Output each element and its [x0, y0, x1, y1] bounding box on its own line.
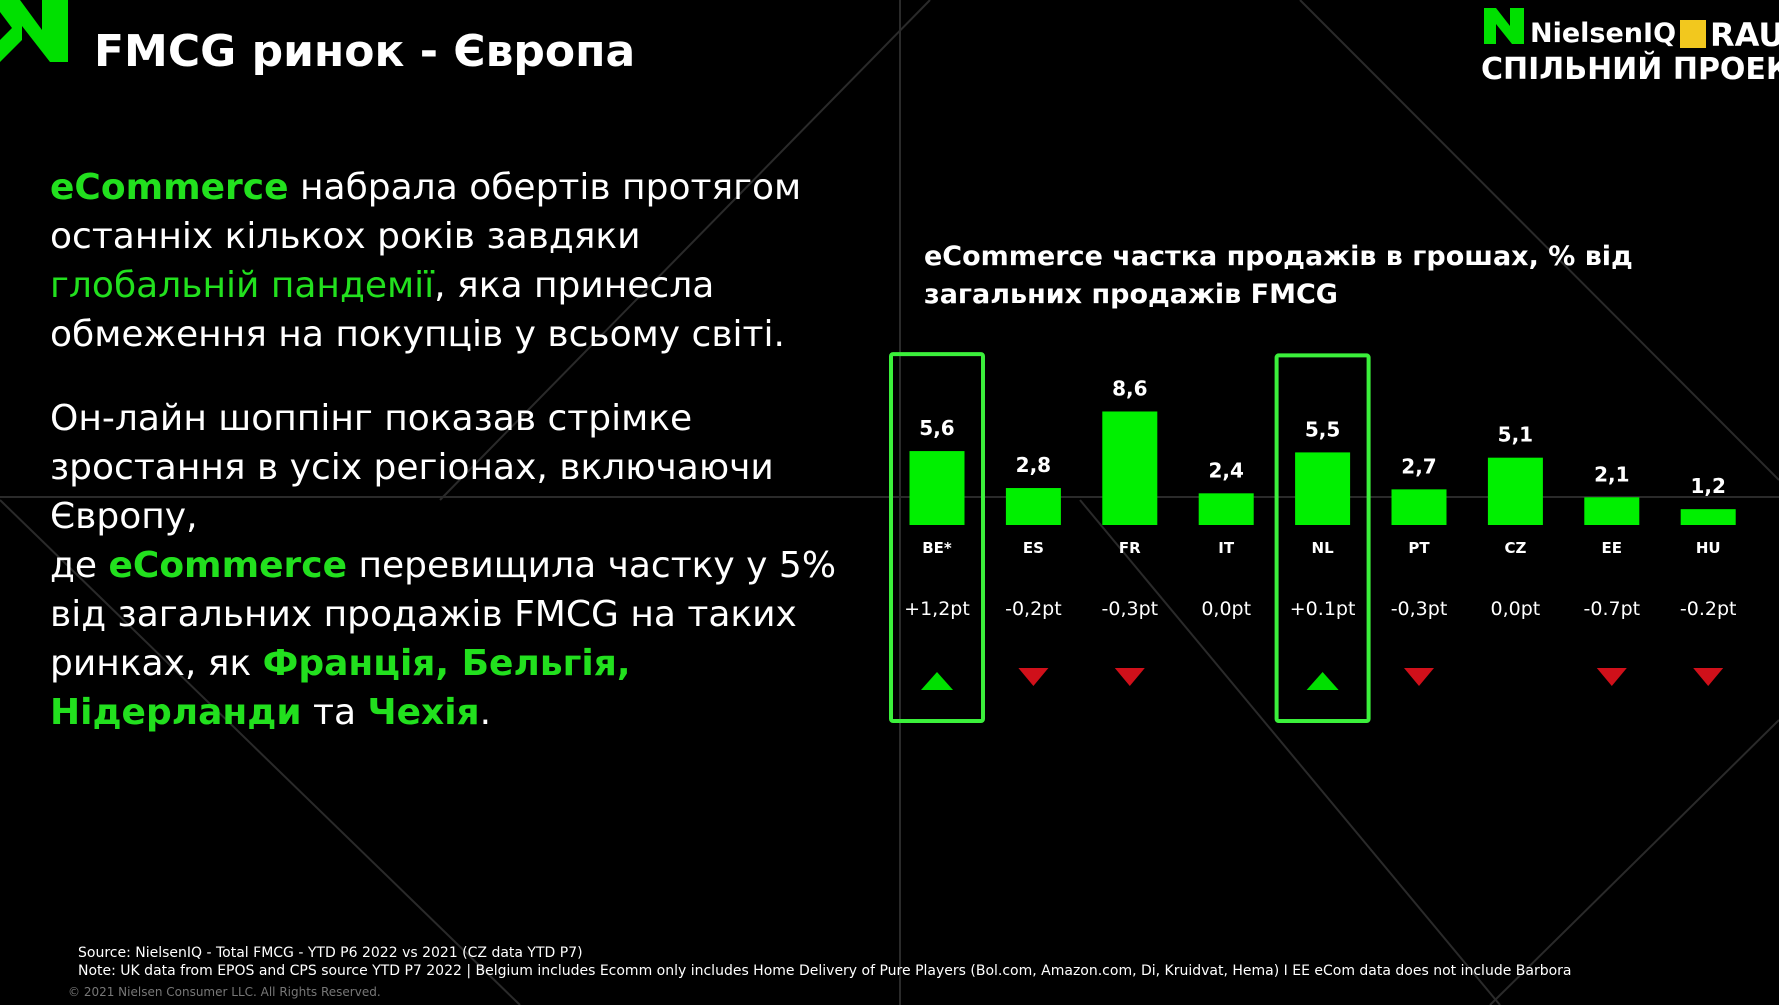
change-label: -0,3pt: [1391, 598, 1448, 620]
value-label: 8,6: [1112, 376, 1147, 400]
text: та: [301, 692, 368, 733]
bar: [1487, 457, 1543, 525]
chart-title: eCommerce частка продажів в грошах, % ві…: [924, 241, 1633, 310]
down-arrow: [1693, 668, 1724, 686]
x-tick-label: NL: [1312, 539, 1335, 557]
value-label: 2,1: [1594, 462, 1629, 486]
change-label: +0.1pt: [1290, 598, 1356, 620]
bar: [1295, 452, 1351, 525]
value-label: 2,4: [1208, 458, 1243, 482]
source: Source: NielsenIQ - Total FMCG - YTD P6 …: [78, 945, 583, 961]
highlight-box: [889, 352, 985, 723]
bar: [1584, 497, 1640, 525]
brand: NielsenIQ: [1530, 18, 1677, 49]
highlight: глобальній пандемії: [50, 265, 435, 306]
highlight: Франція, Бельгія, Нідерланди: [50, 643, 631, 733]
change-label: -0.7pt: [1584, 598, 1641, 620]
highlight: eCommerce: [50, 167, 289, 208]
bar: [909, 451, 965, 525]
paragraph: eCommerce набрала обертів протягом остан…: [50, 163, 860, 359]
bar: [1680, 509, 1736, 525]
change-label: -0.2pt: [1680, 598, 1737, 620]
partner-icon: [1680, 20, 1706, 48]
change-label: 0,0pt: [1201, 598, 1251, 620]
x-tick-label: CZ: [1504, 539, 1526, 557]
up-arrow: [921, 672, 953, 690]
text: Он-лайн шоппінг показав стрімке зростанн…: [50, 398, 774, 537]
text: де: [50, 545, 109, 586]
bar: [1391, 489, 1447, 525]
change-label: +1,2pt: [904, 598, 970, 620]
down-arrow: [1404, 668, 1434, 686]
highlight: Чехія: [367, 692, 480, 733]
bar: [1005, 488, 1061, 525]
x-tick-label: FR: [1119, 539, 1141, 557]
x-tick-label: BE*: [922, 539, 952, 557]
partner: RAU: [1710, 16, 1779, 54]
x-tick-label: ES: [1023, 539, 1044, 557]
x-tick-label: HU: [1696, 539, 1721, 557]
change-label: -0,2pt: [1005, 598, 1062, 620]
bar: [1198, 493, 1254, 525]
down-arrow: [1114, 668, 1145, 686]
text: .: [479, 692, 492, 733]
value-label: 2,8: [1016, 453, 1051, 477]
copyright: © 2021 Nielsen Consumer LLC. All Rights …: [68, 985, 381, 999]
text: перевищила частку у 5% від загальних про…: [50, 545, 837, 684]
value-label: 5,6: [919, 416, 954, 440]
title: FMCG ринок - Європа: [94, 26, 636, 77]
text: набрала обертів протягом останніх кілько…: [50, 167, 802, 257]
x-tick-label: IT: [1218, 539, 1235, 557]
x-tick-label: PT: [1408, 539, 1430, 557]
down-arrow: [1018, 668, 1049, 686]
value-label: 2,7: [1401, 454, 1436, 478]
text: , яка принесла обмеження на покупців у в…: [50, 265, 785, 355]
project: СПІЛЬНИЙ ПРОЕКТ: [1481, 52, 1779, 87]
plot: 5,6 BE* +1,2pt 2,8 ES -0,2pt 8,6 FR -0,3pt 2,4 IT 0…: [889, 352, 1737, 723]
change-label: -0,3pt: [1102, 598, 1159, 620]
x-tick-label: EE: [1602, 539, 1623, 557]
bar: [1102, 411, 1158, 525]
body-text: eCommerce набрала обертів протягом остан…: [50, 163, 860, 772]
value-label: 5,1: [1498, 423, 1533, 447]
logo: [0, 0, 1524, 62]
change-label: 0,0pt: [1491, 598, 1541, 620]
value-label: 5,5: [1305, 417, 1340, 441]
note: Note: UK data from EPOS and CPS source Y…: [78, 963, 1572, 979]
paragraph: Он-лайн шоппінг показав стрімке зростанн…: [50, 394, 860, 737]
up-arrow: [1306, 672, 1339, 690]
value-label: 1,2: [1690, 474, 1725, 498]
highlight-box: [1274, 353, 1371, 723]
highlight: eCommerce: [108, 545, 348, 586]
down-arrow: [1596, 668, 1627, 686]
